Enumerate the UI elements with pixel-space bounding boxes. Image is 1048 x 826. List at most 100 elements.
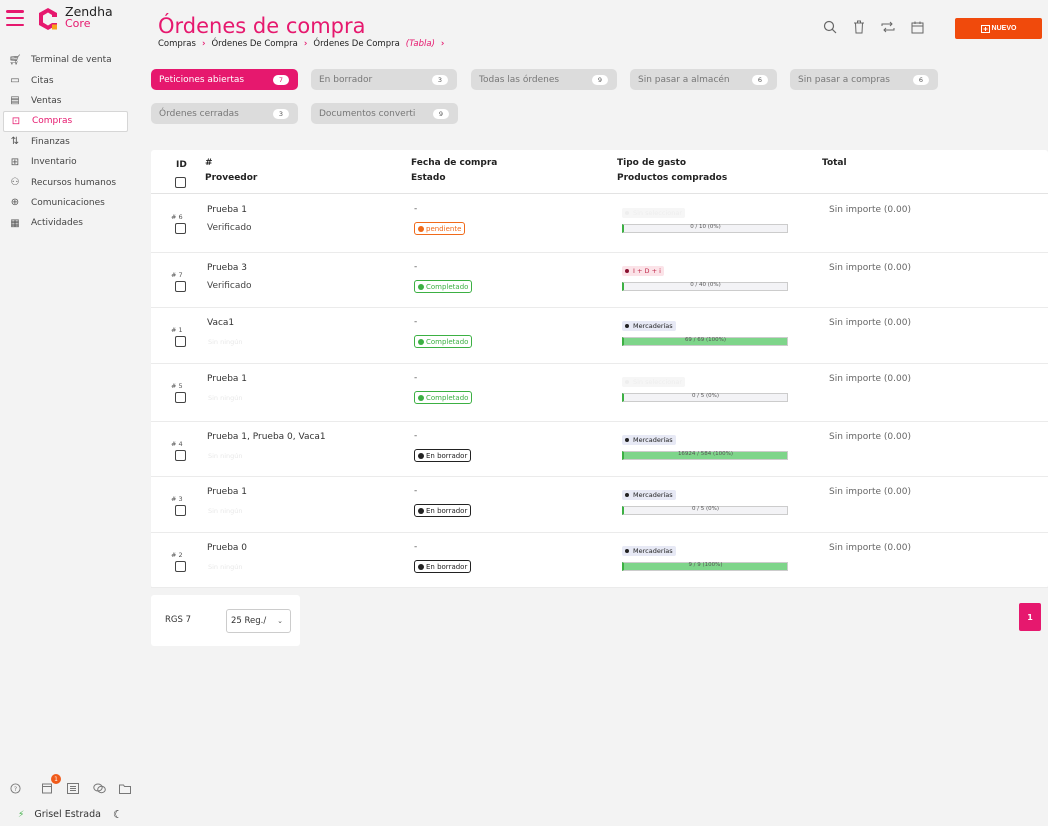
filter-tab[interactable]: Sin pasar a almacén 6 — [630, 69, 777, 90]
sidebar-item-comunicaciones[interactable]: ⊕ Comunicaciones — [0, 193, 134, 213]
table-row[interactable]: # 2 Prueba 0 Sin ningún - En borrador Mercade… — [151, 533, 1048, 588]
row-checkbox[interactable] — [175, 561, 186, 572]
sidebar-item-actividades[interactable]: ▦ Actividades — [0, 213, 134, 233]
breadcrumb-chevron-icon: › — [303, 39, 308, 49]
row-id: # 5 — [171, 382, 183, 390]
sidebar-item-finanzas[interactable]: ⇅ Finanzas — [0, 132, 134, 152]
table-row[interactable]: # 7 Prueba 3 Verificado - Completado I + D + … — [151, 253, 1048, 308]
row-fecha: - — [414, 431, 418, 441]
pagination-footer: RGS 7 25 Reg./ ⌄ — [151, 595, 300, 646]
header-total[interactable]: Total — [822, 158, 847, 168]
table-row[interactable]: # 5 Prueba 1 Sin ningún - Completado Sin sele… — [151, 364, 1048, 422]
filter-tab[interactable]: Documentos converti 9 — [311, 103, 458, 124]
select-all-checkbox[interactable] — [175, 177, 186, 188]
row-checkbox[interactable] — [175, 450, 186, 461]
progress-label: 69 / 69 (100%) — [684, 337, 727, 343]
page-title: Órdenes de compra — [158, 14, 366, 38]
table-row[interactable]: # 4 Prueba 1, Prueba 0, Vaca1 Sin ningún - E… — [151, 422, 1048, 477]
row-id: # 1 — [171, 326, 183, 334]
sidebar-item-ventas[interactable]: ▤ Ventas — [0, 91, 134, 111]
row-checkbox[interactable] — [175, 336, 186, 347]
folder-icon[interactable] — [118, 781, 132, 795]
header-fecha[interactable]: Fecha de compra — [411, 158, 498, 168]
row-proveedor[interactable]: Prueba 1 — [207, 487, 248, 497]
table-row[interactable]: # 6 Prueba 1 Verificado - pendiente Sin selec… — [151, 195, 1048, 253]
sidebar-item-label: Finanzas — [31, 136, 70, 147]
filter-tab[interactable]: Órdenes cerradas 3 — [151, 103, 298, 124]
filter-count-badge: 9 — [432, 108, 449, 119]
row-checkbox[interactable] — [175, 505, 186, 516]
expense-type-tag: Sin seleccionar — [622, 208, 686, 218]
page-size-select[interactable]: 25 Reg./ ⌄ — [226, 609, 291, 633]
calendar-icon[interactable] — [909, 19, 925, 35]
table-header: ID # Proveedor Fecha de compra Estado Ti… — [151, 150, 1048, 194]
user-name[interactable]: Grisel Estrada — [34, 809, 101, 820]
header-proveedor[interactable]: Proveedor — [205, 173, 258, 183]
hamburger-menu-icon[interactable] — [6, 10, 24, 26]
row-proveedor[interactable]: Prueba 1 — [207, 205, 248, 215]
orders-table: ID # Proveedor Fecha de compra Estado Ti… — [151, 150, 1048, 588]
status-label: En borrador — [426, 506, 468, 515]
filter-tab[interactable]: En borrador 3 — [311, 69, 457, 90]
dark-mode-moon-icon[interactable]: ☾ — [112, 808, 123, 821]
sidebar-item-compras[interactable]: ⊡ Compras — [3, 111, 128, 132]
breadcrumb-view[interactable]: (Tabla) — [405, 39, 435, 49]
row-id: # 4 — [171, 440, 183, 448]
breadcrumb-item[interactable]: Órdenes De Compra — [313, 39, 400, 49]
sidebar-item-terminal-de-venta[interactable]: 🛒︎ Terminal de venta — [0, 50, 134, 70]
sidebar-item-recursos-humanos[interactable]: ⚇ Recursos humanos — [0, 172, 134, 192]
table-row[interactable]: # 3 Prueba 1 Sin ningún - En borrador Mercade… — [151, 477, 1048, 533]
row-proveedor[interactable]: Prueba 3 — [207, 263, 248, 273]
help-icon[interactable]: ? — [8, 781, 22, 795]
header-tipo-gasto[interactable]: Tipo de gasto — [617, 158, 687, 168]
breadcrumb-item[interactable]: Compras — [158, 39, 196, 49]
sync-icon[interactable] — [880, 19, 896, 35]
search-icon[interactable] — [822, 19, 838, 35]
breadcrumb-item[interactable]: Órdenes De Compra — [211, 39, 298, 49]
sidebar-item-citas[interactable]: ▭ Citas — [0, 70, 134, 90]
header-productos[interactable]: Productos comprados — [617, 173, 728, 183]
progress-label: 0 / 5 (0%) — [691, 506, 720, 512]
status-badge: En borrador — [414, 504, 472, 517]
expense-type-tag: Mercaderías — [622, 546, 676, 556]
document-add-icon — [980, 24, 990, 33]
expense-type-tag: Mercaderías — [622, 435, 676, 445]
sidebar-nav: 🛒︎ Terminal de venta ▭ Citas ▤ Ventas ⊡ Compras… — [0, 50, 134, 234]
row-proveedor[interactable]: Prueba 0 — [207, 543, 248, 553]
page-size-value: 25 Reg./ — [231, 616, 267, 626]
filter-tab[interactable]: Sin pasar a compras 6 — [790, 69, 938, 90]
expense-type-tag: Mercaderías — [622, 321, 676, 331]
row-faded-text: Sin ningún — [208, 563, 243, 571]
status-label: En borrador — [426, 451, 468, 460]
trash-icon[interactable] — [851, 19, 867, 35]
row-checkbox[interactable] — [175, 281, 186, 292]
filter-tab[interactable]: Peticiones abiertas 7 — [151, 69, 298, 90]
tag-dot-icon — [625, 493, 629, 497]
list-icon[interactable] — [66, 781, 80, 795]
sidebar-item-inventario[interactable]: ⊞ Inventario — [0, 152, 134, 172]
row-proveedor[interactable]: Prueba 1 — [207, 374, 248, 384]
row-proveedor[interactable]: Vaca1 — [207, 318, 235, 328]
progress-fill — [624, 452, 787, 459]
tag-dot-icon — [625, 211, 629, 215]
chat-icon[interactable] — [92, 781, 106, 795]
header-estado[interactable]: Estado — [411, 173, 446, 183]
filter-tab[interactable]: Todas las órdenes 9 — [471, 69, 617, 90]
page-button[interactable]: 1 — [1019, 603, 1041, 631]
notifications-icon[interactable]: 1 — [40, 774, 61, 795]
header-num: # — [205, 158, 213, 168]
row-id: # 2 — [171, 551, 183, 559]
status-badge: Completado — [414, 391, 473, 404]
sidebar: Zendha Core 🛒︎ Terminal de venta ▭ Citas ▤ Ve… — [0, 0, 134, 826]
products-progress-bar: 0 / 10 (0%) — [622, 224, 788, 233]
table-row[interactable]: # 1 Vaca1 Sin ningún - Completado Mercaderías… — [151, 308, 1048, 364]
breadcrumb-chevron-icon: › — [440, 39, 445, 49]
new-order-button[interactable]: NUEVO — [955, 18, 1042, 39]
row-checkbox[interactable] — [175, 392, 186, 403]
filter-tab-label: En borrador — [319, 74, 373, 85]
row-checkbox[interactable] — [175, 223, 186, 234]
filter-tab-label: Sin pasar a almacén — [638, 74, 730, 85]
status-dot-icon — [418, 338, 424, 345]
products-progress-bar: 69 / 69 (100%) — [622, 337, 788, 346]
row-proveedor[interactable]: Prueba 1, Prueba 0, Vaca1 — [207, 432, 326, 442]
